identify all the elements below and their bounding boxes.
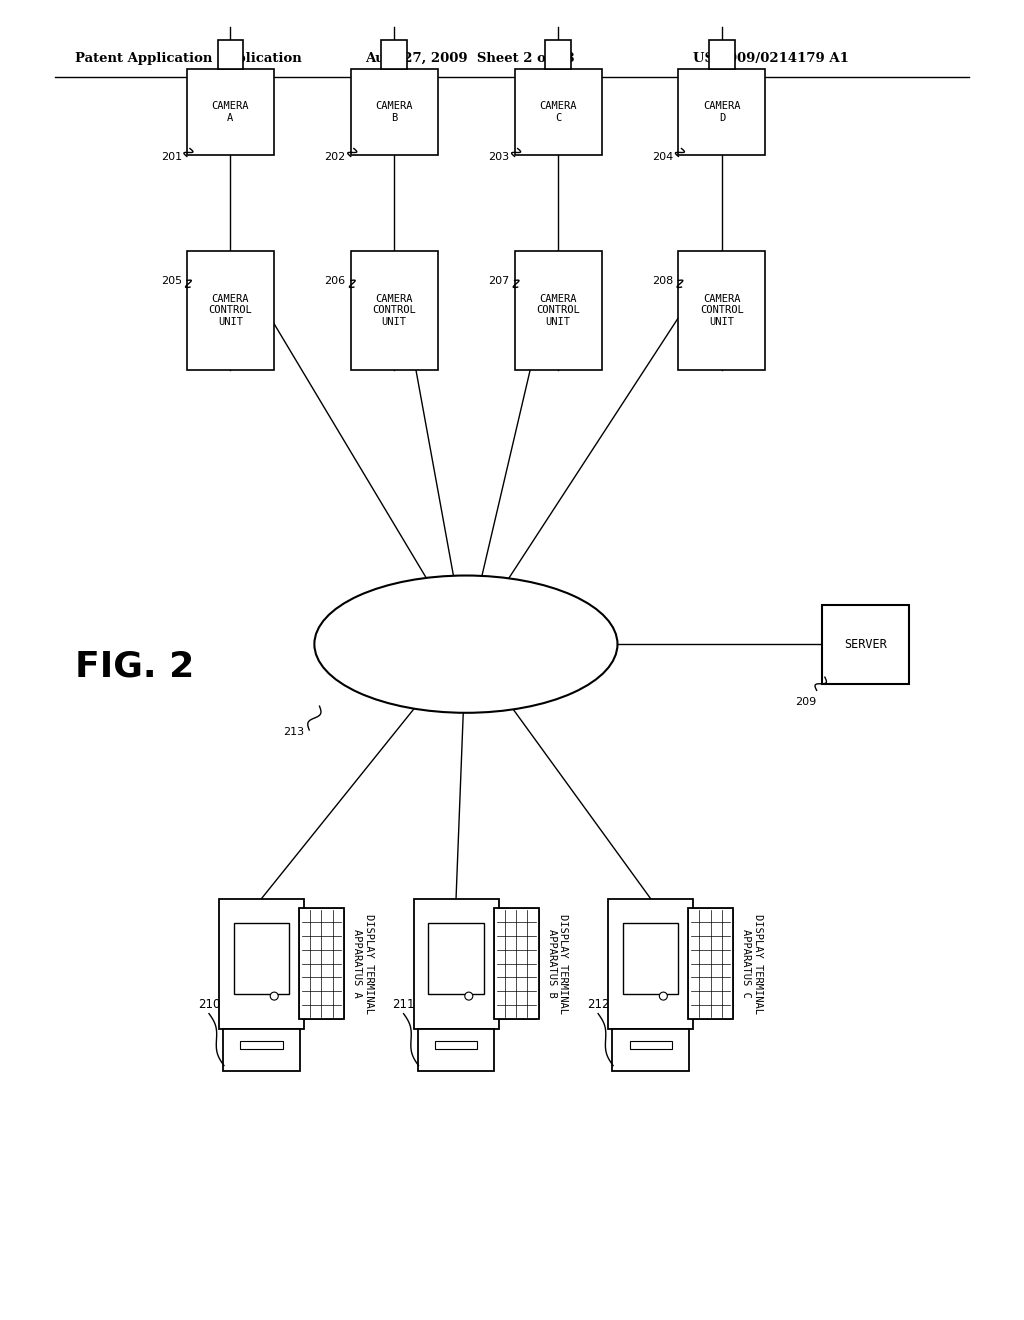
Bar [608,899,693,1028]
Bar [623,923,678,994]
Bar [612,1028,689,1071]
Text: CAMERA
CONTROL
UNIT: CAMERA CONTROL UNIT [537,293,580,327]
Text: CAMERA
D: CAMERA D [703,102,740,123]
Text: 212: 212 [587,998,609,1011]
Bar [546,40,571,69]
Text: CAMERA
A: CAMERA A [212,102,249,123]
Text: Aug. 27, 2009  Sheet 2 of 18: Aug. 27, 2009 Sheet 2 of 18 [365,51,574,65]
Text: 203: 203 [488,152,510,162]
Text: 208: 208 [652,276,674,285]
Text: 205: 205 [161,276,182,285]
Text: CAMERA
B: CAMERA B [376,102,413,123]
Bar [418,1028,495,1071]
Text: 211: 211 [392,998,415,1011]
Text: 213: 213 [283,726,304,737]
Bar [186,251,274,370]
Bar [678,70,765,156]
Bar [223,1028,300,1071]
Text: CAMERA
CONTROL
UNIT: CAMERA CONTROL UNIT [209,293,252,327]
Bar [217,40,244,69]
Bar [709,40,735,69]
Bar [435,1040,477,1048]
Circle shape [659,993,668,1001]
Text: DISPLAY TERMINAL
APPARATUS C: DISPLAY TERMINAL APPARATUS C [741,913,763,1014]
Circle shape [465,993,473,1001]
Text: 206: 206 [325,276,346,285]
Text: SERVER: SERVER [844,638,887,651]
Text: 204: 204 [652,152,674,162]
Bar [494,908,539,1019]
Text: CAMERA
C: CAMERA C [540,102,577,123]
Bar [241,1040,283,1048]
Text: 201: 201 [161,152,182,162]
Bar [219,899,304,1028]
Bar [186,70,274,156]
Bar [688,908,733,1019]
Text: 207: 207 [488,276,510,285]
Text: Patent Application Publication: Patent Application Publication [75,51,302,65]
Bar [630,1040,672,1048]
Bar [381,40,408,69]
Bar [821,605,909,684]
Bar [515,251,602,370]
Text: FIG. 2: FIG. 2 [75,649,195,684]
Text: CAMERA
CONTROL
UNIT: CAMERA CONTROL UNIT [373,293,416,327]
Circle shape [270,993,279,1001]
Text: DISPLAY TERMINAL
APPARATUS A: DISPLAY TERMINAL APPARATUS A [352,913,374,1014]
Bar [233,923,289,994]
Text: 202: 202 [325,152,346,162]
Bar [350,251,438,370]
Text: 210: 210 [198,998,220,1011]
Text: US 2009/0214179 A1: US 2009/0214179 A1 [693,51,849,65]
Text: 209: 209 [796,697,817,708]
Bar [414,899,499,1028]
Bar [678,251,765,370]
Bar [428,923,483,994]
Bar [299,908,344,1019]
Bar [350,70,438,156]
Text: CAMERA
CONTROL
UNIT: CAMERA CONTROL UNIT [700,293,743,327]
Ellipse shape [314,576,617,713]
Text: DISPLAY TERMINAL
APPARATUS B: DISPLAY TERMINAL APPARATUS B [547,913,568,1014]
Bar [515,70,602,156]
